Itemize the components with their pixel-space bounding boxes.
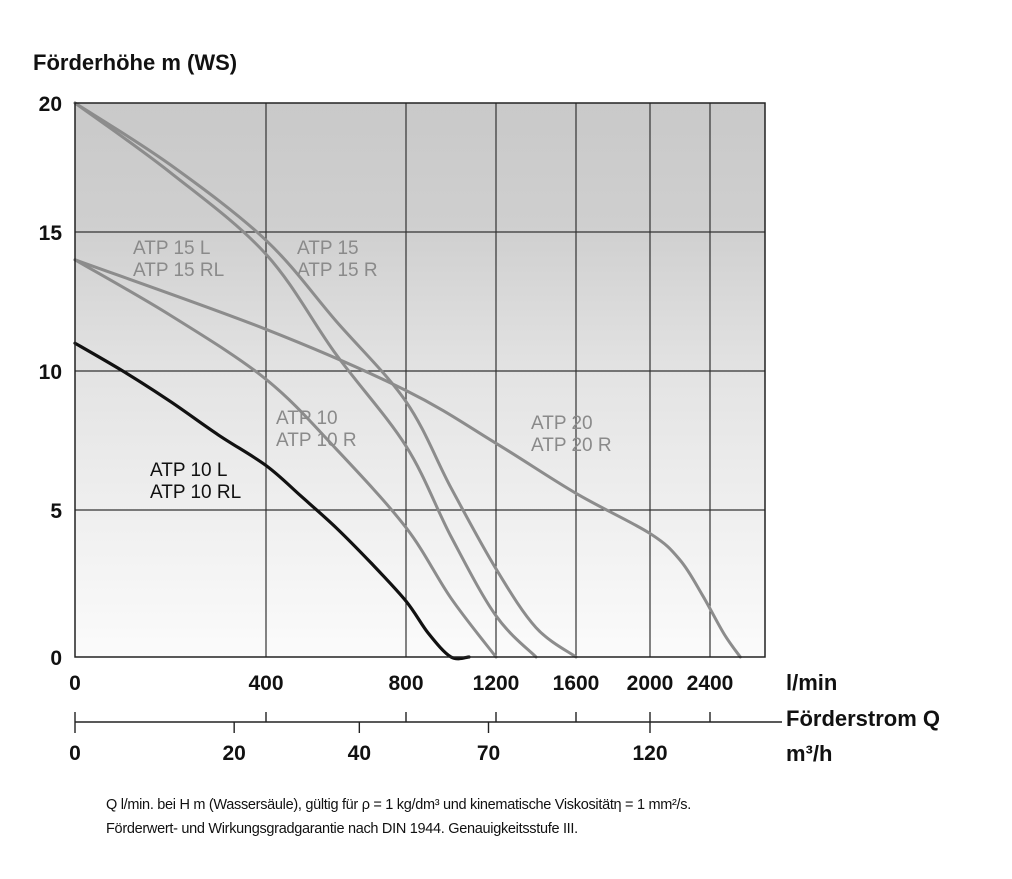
- x-tick-label: 0: [69, 672, 81, 695]
- series-line-1: [73, 258, 498, 659]
- x-tick-label: 2400: [687, 672, 734, 695]
- x-tick-label: 2000: [627, 672, 674, 695]
- x-tick-label: 1200: [473, 672, 520, 695]
- series-line-3: [73, 101, 538, 659]
- series-label: ATP 10 L: [150, 460, 227, 481]
- x-secondary-tick-label: 20: [222, 742, 245, 765]
- footnote-line-2: Förderwert- und Wirkungsgradgarantie nac…: [106, 821, 578, 837]
- x-axis-title: Förderstrom Q: [786, 706, 940, 731]
- footnote-line-1: Q l/min. bei H m (Wassersäule), gültig f…: [106, 797, 691, 813]
- y-axis-ticks: 0 5 10 15 20: [39, 93, 63, 670]
- y-tick-label: 5: [50, 500, 62, 523]
- series-label: ATP 10 RL: [150, 482, 241, 503]
- plot-frame: [74, 102, 766, 658]
- x-axis-unit: l/min: [786, 670, 837, 695]
- y-tick-label: 20: [39, 93, 62, 116]
- x-secondary-tick-label: 0: [69, 742, 81, 765]
- secondary-x-axis: 0 20 40 70 120: [69, 712, 782, 765]
- x-secondary-tick-label: 120: [632, 742, 667, 765]
- series-line-2: [73, 101, 578, 659]
- x-tick-label: 400: [248, 672, 283, 695]
- series-group: [73, 101, 742, 661]
- x-axis-ticks: 0 400 800 1200 1600 2000 2400: [69, 672, 733, 695]
- x-tick-label: 800: [388, 672, 423, 695]
- series-label: ATP 10 R: [276, 430, 357, 451]
- plot-area: [75, 103, 765, 657]
- y-tick-label: 0: [50, 647, 62, 670]
- series-line-0: [73, 341, 471, 661]
- y-axis-title: Förderhöhe m (WS): [33, 50, 237, 75]
- series-label: ATP 15: [297, 238, 359, 259]
- series-label: ATP 10: [276, 408, 338, 429]
- y-tick-label: 15: [39, 222, 63, 245]
- series-label: ATP 20 R: [531, 435, 612, 456]
- x-secondary-unit: m³/h: [786, 741, 832, 766]
- series-label: ATP 15 RL: [133, 260, 224, 281]
- series-line-4: [73, 258, 742, 659]
- series-label: ATP 15 R: [297, 260, 378, 281]
- y-tick-label: 10: [39, 361, 62, 384]
- x-secondary-tick-label: 70: [477, 742, 500, 765]
- x-secondary-tick-label: 40: [348, 742, 371, 765]
- grid: [75, 103, 765, 657]
- x-tick-label: 1600: [553, 672, 600, 695]
- series-label: ATP 15 L: [133, 238, 210, 259]
- series-label: ATP 20: [531, 413, 593, 434]
